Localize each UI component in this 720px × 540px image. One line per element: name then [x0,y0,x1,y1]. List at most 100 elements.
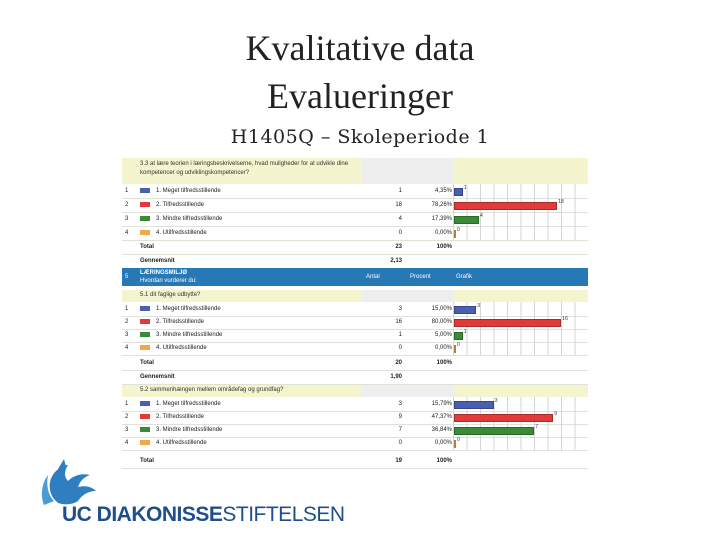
row-count: 0 [398,440,402,446]
average-row-count: 1,90 [390,374,402,380]
row-index: 3 [125,427,129,433]
row-count: 1 [398,188,402,194]
row-index: 2 [125,202,129,208]
row-index: 1 [125,188,129,194]
row-count: 4 [398,216,402,222]
section-header: 5 LÆRINGSMILJØ Hvordan vurderer du: Anta… [122,268,588,286]
row-percent: 4,35% [434,188,452,194]
column-count-header: Antal [366,274,380,280]
question-header: 5.2 sammenhængen mellem områdefag og gru… [122,385,588,397]
total-row-percent: 100% [436,458,452,464]
row-label: 4. Utilfredsstillende [156,440,207,446]
color-swatch [140,401,150,406]
row-count: 3 [398,306,402,312]
bar-value: 0 [457,227,460,233]
question-text: 3.3 at lære teorien i læringsbeskrivelse… [140,161,349,176]
question-text: 5.2 sammenhængen mellem områdefag og gru… [140,387,284,393]
column-graph-header: Grafik [456,274,473,280]
total-row-label: Total [140,458,154,464]
table-row: 4 4. Utilfredsstillende 0 0,00% 0 [122,436,588,451]
total-row: Total 20 100% [122,356,588,371]
row-label: 1. Meget tilfredsstillende [156,188,221,194]
row-index: 1 [125,401,129,407]
table-row: 4 4. Utilfredsstillende 0 0,00% 0 [122,341,588,356]
average-row: Gennemsnit 2,13 [122,254,588,269]
row-count: 18 [395,202,402,208]
bar [454,440,456,448]
row-count: 0 [398,230,402,236]
bar-grid: 1 [453,184,588,198]
color-swatch [140,230,150,235]
slide-title: Kvalitative data [245,28,475,68]
table-row: 3 3. Mindre tilfredsstillende 1 5,00% 1 [122,328,588,343]
question-text: 5.1 dit faglige udbytte? [140,292,201,298]
row-count: 16 [395,319,402,325]
row-count: 7 [398,427,402,433]
table-row: 1 1. Meget tilfredsstillende 3 15,00% 3 [122,302,588,317]
bar-value: 3 [494,398,498,404]
row-label: 1. Meget tilfredsstillende [156,306,221,312]
bar-grid: 0 [453,341,588,355]
color-swatch [140,216,150,221]
bar [454,188,463,196]
row-index: 3 [125,332,129,338]
row-count: 9 [398,414,402,420]
bar-grid: 9 [453,410,588,424]
table-row: 1 1. Meget tilfredsstillende 3 15,79% 3 [122,397,588,412]
bar-grid: 3 [453,397,588,411]
row-index: 2 [125,319,129,325]
bar-value: 1 [463,329,467,335]
bar [454,414,554,422]
bar-grid: 7 [453,423,588,437]
row-index: 4 [125,345,129,351]
bar-grid: 18 [453,198,588,212]
color-swatch [140,319,150,324]
slide-title-line2: Evalueringer [267,76,453,116]
bar-grid: 1 [453,328,588,342]
average-row-label: Gennemsnit [140,374,175,380]
bar [454,230,456,238]
brand-wordmark: UC DIAKONISSESTIFTELSEN [62,503,345,526]
total-row-count: 20 [395,360,402,366]
bar-grid: 16 [453,315,588,329]
total-row-percent: 100% [436,360,452,366]
question-header: 5.1 dit faglige udbytte? [122,290,588,302]
row-percent: 15,79% [431,401,452,407]
row-index: 4 [125,230,129,236]
table-row: 2 2. Tilfredsstillende 9 47,37% 9 [122,410,588,425]
section-number: 5 [125,274,129,280]
row-percent: 0,00% [434,345,452,351]
bar [454,306,477,314]
row-label: 2. Tilfredsstillende [156,319,205,325]
row-index: 2 [125,414,129,420]
color-swatch [140,188,150,193]
row-count: 3 [398,401,402,407]
bar-grid: 0 [453,226,588,240]
total-row: Total 19 100% [122,454,588,469]
bar-value: 3 [477,303,481,309]
row-label: 1. Meget tilfredsstillende [156,401,221,407]
total-row-label: Total [140,244,154,250]
color-swatch [140,306,150,311]
color-swatch [140,414,150,419]
row-percent: 0,00% [434,440,452,446]
total-row-count: 19 [395,458,402,464]
row-label: 2. Tilfredsstillende [156,202,205,208]
table-row: 2 2. Tilfredsstillende 18 78,26% 18 [122,198,588,213]
row-label: 4. Utilfredsstillende [156,230,207,236]
question-header: 3.3 at lære teorien i læringsbeskrivelse… [122,158,588,184]
table-row: 4 4. Utilfredsstillende 0 0,00% 0 [122,226,588,241]
bar [454,401,494,409]
row-percent: 80,00% [431,319,452,325]
row-label: 2. Tilfredsstillende [156,414,205,420]
section-subtitle: Hvordan vurderer du: [140,278,197,284]
row-index: 1 [125,306,129,312]
average-row-label: Gennemsnit [140,258,175,264]
bar-grid: 0 [453,436,588,450]
row-index: 3 [125,216,129,222]
row-percent: 0,00% [434,230,452,236]
average-row: Gennemsnit 1,90 [122,370,588,385]
average-row-count: 2,13 [390,258,402,264]
bar-value: 0 [457,437,460,443]
evaluation-table-top: 3.3 at lære teorien i læringsbeskrivelse… [122,158,588,269]
